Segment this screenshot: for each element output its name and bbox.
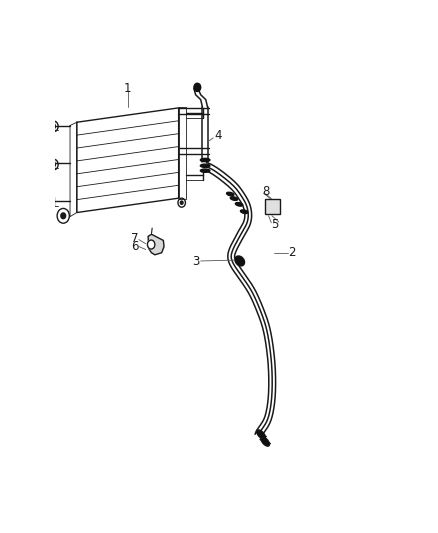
Ellipse shape	[261, 437, 269, 446]
Text: 4: 4	[214, 130, 222, 142]
Ellipse shape	[226, 192, 234, 196]
Ellipse shape	[200, 164, 210, 167]
Text: 3: 3	[192, 255, 199, 268]
Ellipse shape	[235, 256, 244, 266]
Circle shape	[61, 213, 66, 219]
Circle shape	[194, 83, 201, 92]
Text: 1: 1	[124, 82, 131, 95]
Text: 5: 5	[271, 219, 279, 231]
Ellipse shape	[200, 169, 210, 172]
Text: 8: 8	[262, 185, 269, 198]
Text: 6: 6	[131, 240, 138, 253]
Text: 7: 7	[131, 232, 138, 245]
Circle shape	[52, 124, 56, 128]
Ellipse shape	[235, 203, 243, 206]
Ellipse shape	[200, 158, 210, 161]
Text: 2: 2	[289, 246, 296, 259]
Circle shape	[180, 201, 183, 204]
Ellipse shape	[257, 430, 265, 439]
Polygon shape	[148, 235, 164, 255]
Circle shape	[148, 240, 155, 249]
Bar	[265, 199, 280, 214]
Ellipse shape	[230, 197, 238, 200]
Ellipse shape	[240, 210, 248, 214]
Circle shape	[52, 163, 56, 166]
